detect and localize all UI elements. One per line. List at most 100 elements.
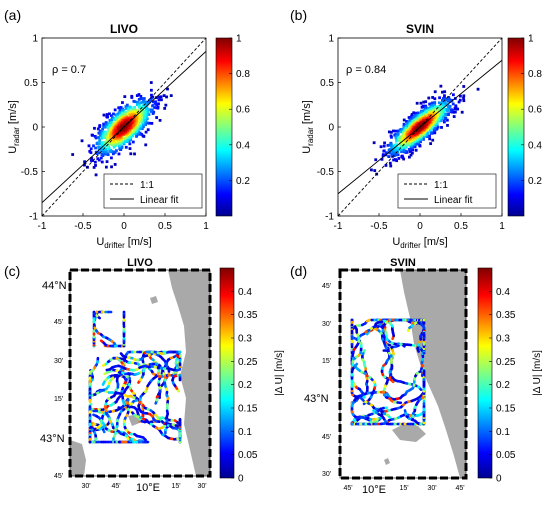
scatter-point: [416, 117, 420, 121]
scatter-point: [433, 124, 437, 127]
scatter-point: [105, 113, 109, 116]
scatter-point: [459, 94, 462, 98]
scatter-point: [100, 136, 104, 140]
lon-tick: 30': [197, 483, 206, 490]
scatter-point: [409, 146, 413, 150]
scatter-point: [101, 127, 105, 131]
scatter-point: [115, 118, 119, 122]
scatter-point: [391, 149, 394, 153]
scatter-point: [402, 122, 406, 126]
scatter-point: [395, 139, 398, 143]
scatter-point: [396, 153, 400, 157]
scatter-point: [127, 135, 130, 138]
scatter-point: [100, 144, 104, 147]
map-title: LIVO: [127, 257, 153, 269]
colorbar-tick-label: 0.4: [528, 140, 542, 151]
scatter-point: [135, 117, 138, 120]
scatter-point: [126, 112, 130, 116]
scatter-point: [103, 136, 106, 140]
scatter-point: [98, 138, 102, 142]
scatter-point: [452, 110, 456, 114]
scatter-point: [400, 144, 403, 148]
scatter-point: [131, 140, 135, 144]
scatter-point: [98, 134, 102, 137]
scatter-point: [155, 116, 159, 119]
scatter-point: [141, 100, 145, 104]
scatter-point: [111, 152, 115, 156]
scatter-point: [390, 135, 393, 139]
scatter-point: [98, 125, 102, 128]
scatter-point: [424, 100, 428, 104]
fit-line: [338, 59, 502, 195]
scatter-point: [142, 103, 146, 106]
scatter-point: [389, 148, 393, 151]
scatter-point: [460, 110, 464, 114]
colorbar-tick-label: 0.8: [528, 69, 542, 80]
scatter-point: [101, 148, 104, 151]
scatter-point: [419, 101, 423, 105]
colorbar-tick-label: 0.1: [238, 427, 252, 438]
scatter-point: [431, 102, 435, 106]
lon-tick: 45': [111, 483, 120, 490]
scatter-point: [113, 118, 116, 122]
scatter-point: [435, 108, 439, 112]
colorbar-tick-label: 0: [238, 474, 244, 485]
x-tick-label: -0.5: [74, 221, 92, 232]
scatter-point: [135, 118, 138, 122]
scatter-point: [135, 94, 139, 97]
scatter-point: [146, 128, 150, 132]
scatter-point: [436, 125, 440, 129]
scatter-point: [124, 121, 128, 125]
scatter-point: [453, 106, 457, 110]
x-axis-label: Udrifter [m/s]: [392, 236, 447, 250]
scatter-point: [384, 164, 388, 167]
scatter-point: [119, 116, 122, 120]
scatter-point: [401, 135, 405, 139]
scatter-point: [429, 130, 433, 134]
lat-tick: 43°N: [304, 393, 329, 405]
scatter-point: [451, 102, 455, 106]
scatter-point: [155, 96, 158, 100]
scatter-point: [443, 90, 447, 94]
scatter-point: [431, 119, 435, 123]
lon-tick: 10°E: [362, 484, 386, 496]
scatter-point: [386, 143, 390, 147]
lat-tick: 30': [322, 321, 331, 328]
scatter-point: [158, 118, 162, 122]
scatter-point: [89, 147, 93, 151]
scatter-point: [410, 113, 414, 116]
scatter-point: [149, 110, 153, 113]
scatter-point: [396, 148, 400, 151]
scatter-point: [144, 101, 148, 105]
scatter-point: [130, 96, 134, 99]
scatter-point: [389, 141, 393, 145]
scatter-point: [452, 115, 456, 118]
scatter-point: [122, 141, 126, 145]
lat-tick: 45': [322, 283, 331, 290]
legend: 1:1 Linear fit: [397, 173, 497, 209]
scatter-point: [420, 105, 424, 109]
x-axis-label: Udrifter [m/s]: [96, 236, 151, 250]
scatter-point: [380, 157, 384, 161]
x-tick-label: 0: [121, 221, 127, 232]
scatter-point: [93, 134, 97, 138]
scatter-point: [89, 151, 93, 155]
scatter-point: [126, 123, 130, 127]
scatter-point: [388, 143, 392, 147]
scatter-point: [440, 126, 443, 129]
scatter-point: [107, 143, 111, 147]
scatter-point: [165, 95, 168, 99]
panel-label: (b): [290, 7, 307, 23]
scatter-point: [137, 93, 141, 96]
panel-label: (d): [290, 263, 307, 279]
scatter-point: [129, 109, 132, 113]
scatter-point: [446, 124, 449, 127]
scatter-point: [116, 141, 120, 145]
scatter-point: [447, 96, 451, 99]
scatter-point: [144, 143, 148, 147]
colorbar-tick-label: 0.3: [496, 334, 510, 345]
scatter-point: [149, 88, 153, 92]
scatter-point: [431, 138, 435, 142]
scatter-point: [104, 134, 108, 138]
scatter-point: [417, 127, 421, 131]
